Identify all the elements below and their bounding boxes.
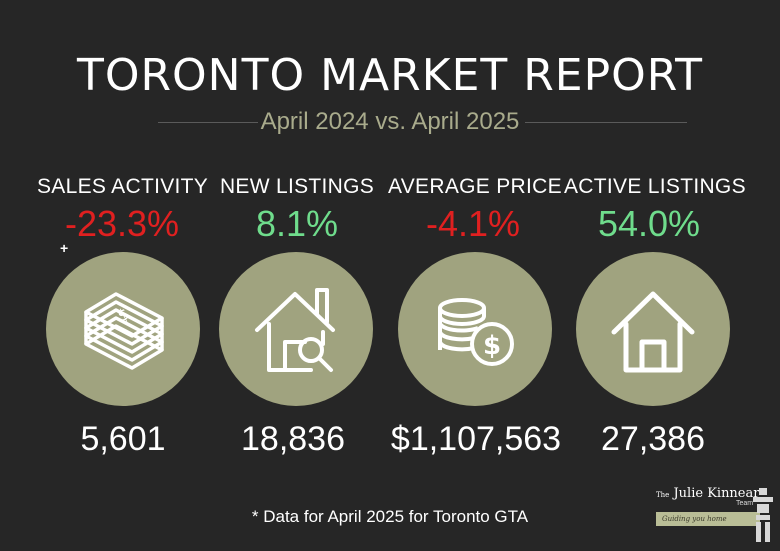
divider-left	[158, 122, 258, 123]
stat-value: $1,107,563	[390, 420, 562, 458]
stat-change: -23.3%	[64, 203, 180, 244]
stat-circle	[219, 252, 373, 406]
inukshuk-icon	[753, 488, 773, 542]
logo-brand: The Julie Kinnear	[656, 486, 760, 501]
stat-average-price: AVERAGE PRICE -4.1%	[388, 175, 562, 245]
stat-circle: $	[46, 252, 200, 406]
page-subtitle: April 2024 vs. April 2025	[260, 108, 520, 135]
stat-circle	[576, 252, 730, 406]
divider-right	[525, 122, 687, 123]
stat-active-listings: ACTIVE LISTINGS 54.0%	[564, 175, 746, 245]
stat-new-listings: NEW LISTINGS 8.1%	[212, 175, 382, 245]
money-stack-icon: $	[84, 292, 164, 370]
stat-change: 54.0%	[597, 203, 701, 244]
page-title: TORONTO MARKET REPORT	[76, 50, 704, 101]
stat-label: AVERAGE PRICE	[388, 175, 562, 198]
stat-label: ACTIVE LISTINGS	[564, 175, 746, 198]
stat-label: SALES ACTIVITY	[37, 175, 209, 198]
logo-tagline: Guiding you home	[656, 512, 760, 526]
stat-change: -4.1%	[425, 203, 521, 244]
company-logo: The Julie Kinnear Team Guiding you home	[656, 480, 778, 550]
svg-text:$: $	[483, 331, 501, 361]
stat-value: 18,836	[241, 420, 345, 458]
stat-value: 5,601	[80, 420, 166, 458]
logo-team: Team	[736, 500, 754, 507]
footnote: * Data for April 2025 for Toronto GTA	[251, 507, 529, 526]
stat-label: NEW LISTINGS	[219, 175, 375, 198]
plus-marker: +	[60, 240, 69, 256]
stat-change: 8.1%	[255, 203, 339, 244]
stat-sales-activity: SALES ACTIVITY -23.3%	[37, 175, 209, 245]
stat-value: 27,386	[601, 420, 705, 458]
stat-circle: $	[398, 252, 552, 406]
house-icon	[611, 291, 695, 373]
coins-dollar-icon: $	[438, 298, 514, 366]
subtitle-row: April 2024 vs. April 2025	[0, 108, 780, 138]
house-search-icon	[255, 288, 335, 372]
